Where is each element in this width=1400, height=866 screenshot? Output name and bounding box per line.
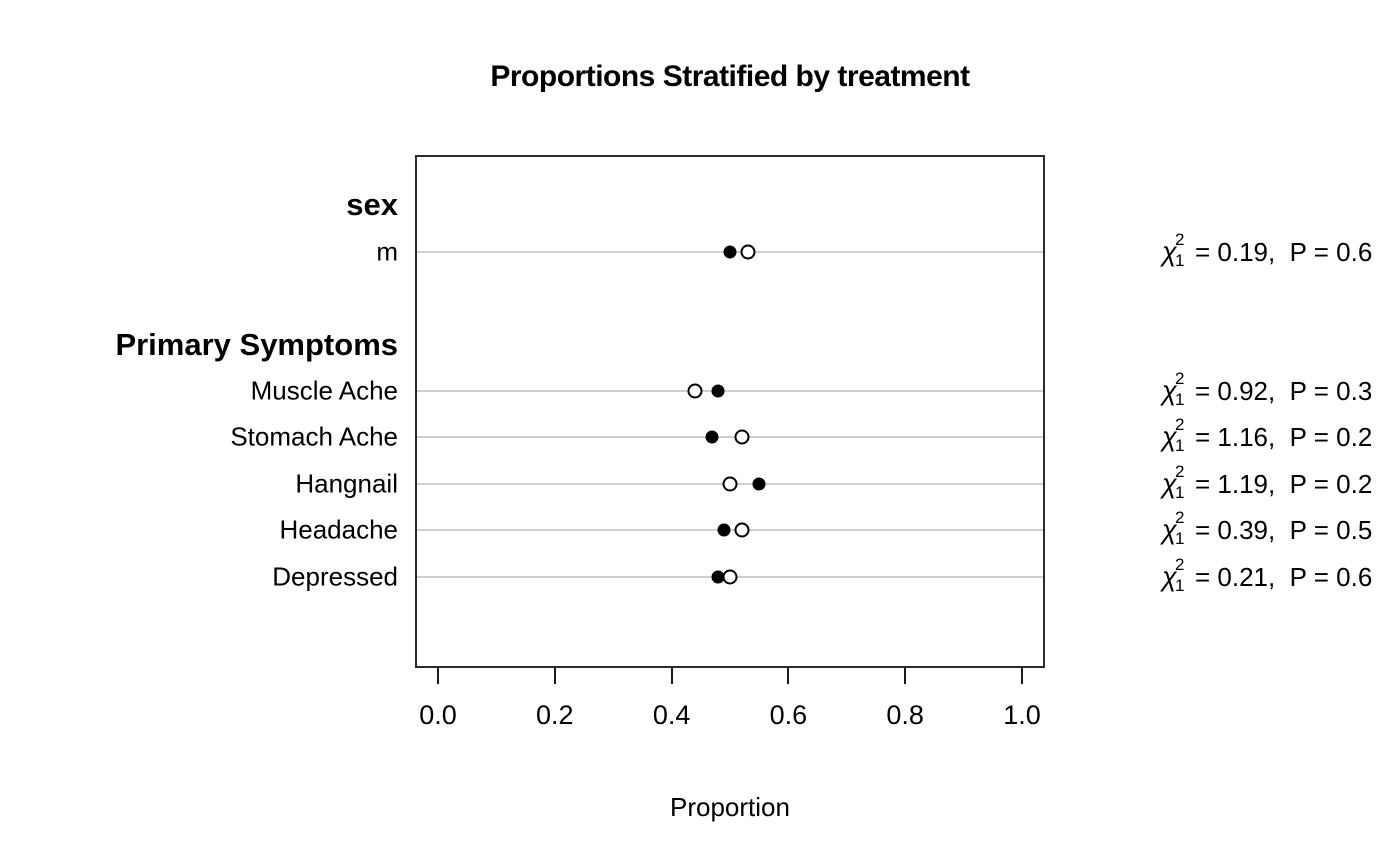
gridline	[417, 390, 1043, 392]
point-filled	[752, 477, 766, 491]
point-open	[722, 569, 738, 585]
x-tick	[553, 668, 556, 684]
point-filled	[705, 430, 719, 444]
stat-values: = 1.19, P = 0.2	[1187, 468, 1373, 499]
stat-values: = 0.21, P = 0.6	[1187, 561, 1373, 592]
x-tick-label: 0.0	[419, 700, 457, 730]
x-tick	[1021, 668, 1023, 684]
x-tick	[437, 668, 439, 684]
chart-title: Proportions Stratified by treatment	[490, 60, 970, 93]
point-filled	[717, 523, 731, 537]
category-label: Muscle Ache	[250, 375, 398, 406]
point-open	[722, 476, 738, 492]
gridline	[417, 436, 1043, 439]
category-label: Stomach Ache	[230, 421, 398, 452]
x-tick-label: 0.4	[652, 700, 691, 730]
point-open	[734, 522, 750, 538]
point-open	[734, 429, 750, 445]
stat-values: = 0.92, P = 0.3	[1187, 376, 1373, 406]
x-tick	[787, 668, 790, 684]
x-tick-label: 1.0	[1003, 700, 1041, 730]
x-tick-label: 0.6	[769, 700, 808, 730]
x-tick-label: 0.2	[536, 700, 574, 730]
stat-values: = 0.19, P = 0.6	[1187, 236, 1373, 267]
point-open	[740, 244, 756, 260]
x-tick	[670, 668, 673, 684]
group-header: Primary Symptoms	[115, 326, 398, 362]
category-label: m	[376, 236, 398, 267]
x-axis-label: Proportion	[670, 792, 790, 822]
category-label: Hangnail	[295, 468, 398, 499]
plot-box	[415, 155, 1045, 668]
x-tick	[904, 668, 907, 684]
category-label: Depressed	[272, 561, 398, 592]
point-filled	[711, 570, 725, 584]
stat-values: = 0.39, P = 0.5	[1187, 515, 1373, 546]
point-filled	[723, 245, 737, 259]
point-open	[687, 383, 703, 399]
category-label: Headache	[279, 514, 398, 545]
x-tick-label: 0.8	[886, 700, 924, 730]
stat-values: = 1.16, P = 0.2	[1187, 422, 1373, 453]
group-header: sex	[346, 187, 398, 223]
point-filled	[711, 384, 725, 398]
